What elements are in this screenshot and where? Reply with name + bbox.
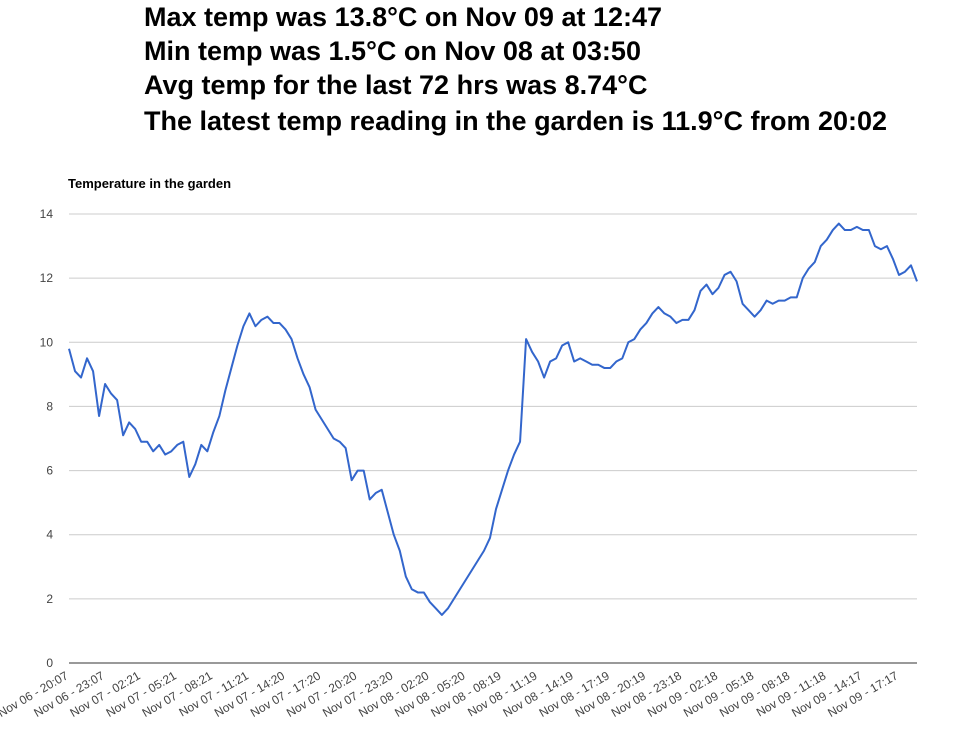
y-tick-label: 8 — [46, 399, 53, 413]
heading: Avg temp for the last 72 hrs was 8.74°C — [144, 70, 647, 100]
heading: The latest temp reading in the garden is… — [144, 106, 887, 136]
heading: Max temp was 13.8°C on Nov 09 at 12:47 — [144, 2, 662, 32]
y-tick-label: 0 — [46, 656, 53, 670]
y-tick-label: 4 — [46, 528, 53, 542]
y-tick-label: 2 — [46, 592, 53, 606]
line — [68, 222, 918, 616]
y-tick-label: 6 — [46, 464, 53, 478]
chart-title: Temperature in the garden — [68, 176, 231, 191]
heading: Min temp was 1.5°C on Nov 08 at 03:50 — [144, 36, 641, 66]
y-tick-label: 14 — [40, 207, 54, 221]
y-tick-label: 10 — [40, 335, 54, 349]
y-tick-label: 12 — [40, 271, 54, 285]
